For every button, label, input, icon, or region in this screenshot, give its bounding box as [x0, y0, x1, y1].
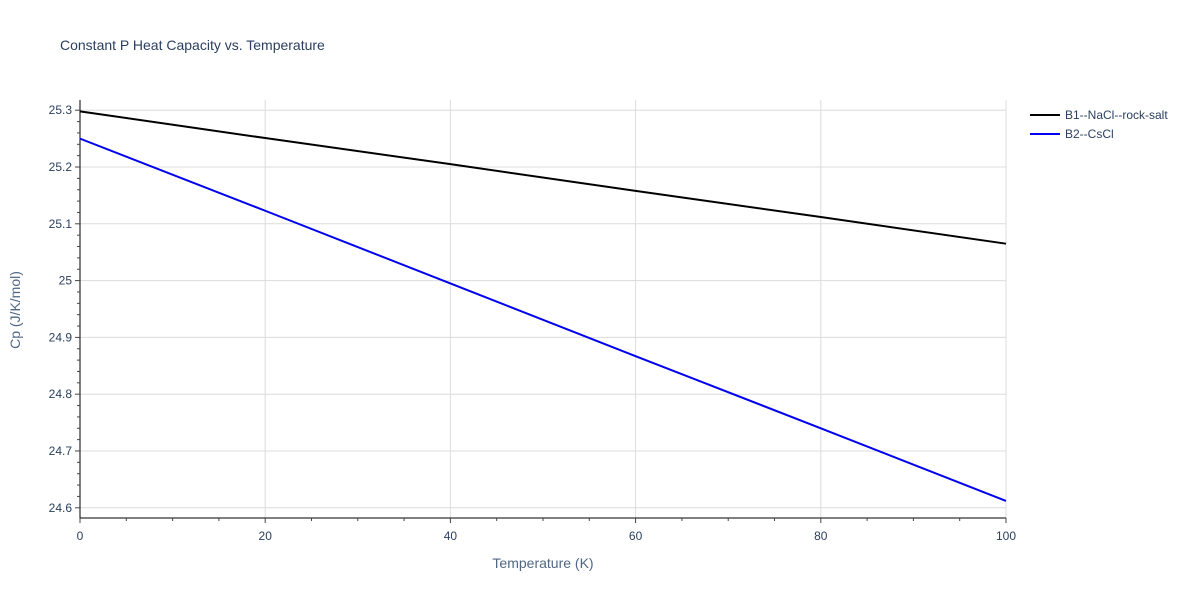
x-tick-label: 0: [77, 529, 84, 543]
y-tick-label: 25: [59, 274, 73, 288]
legend-label-2: B2--CsCl: [1065, 127, 1114, 141]
y-tick-label: 24.7: [49, 444, 73, 458]
y-axis-title: Cp (J/K/mol): [7, 271, 23, 349]
x-tick-label: 20: [259, 529, 273, 543]
legend-label-1: B1--NaCl--rock-salt: [1065, 108, 1168, 122]
x-tick-label: 100: [996, 529, 1016, 543]
plot-area: [79, 110, 1007, 502]
x-tick-label: 80: [814, 529, 828, 543]
y-tick-label: 24.6: [49, 501, 73, 515]
y-tick-label: 25.2: [49, 160, 73, 174]
x-axis-title: Temperature (K): [492, 555, 593, 571]
gridlines: [80, 100, 1007, 518]
y-tick-label: 24.8: [49, 387, 73, 401]
x-tick-label: 40: [444, 529, 458, 543]
y-tick-label: 25.1: [49, 217, 73, 231]
y-tick-label: 24.9: [49, 330, 73, 344]
series-line-2: [79, 137, 1007, 502]
series-line-1: [79, 110, 1007, 245]
axes: 0 20 40 60 80 100 24.6 24.7 24.8 24.9 25 25.1 25.2 25…: [49, 100, 1016, 543]
legend: B1--NaCl--rock-salt B2--CsCl: [1030, 108, 1168, 141]
chart-title: Constant P Heat Capacity vs. Temperature: [60, 37, 325, 53]
x-tick-label: 60: [629, 529, 643, 543]
y-tick-label: 25.3: [49, 103, 73, 117]
